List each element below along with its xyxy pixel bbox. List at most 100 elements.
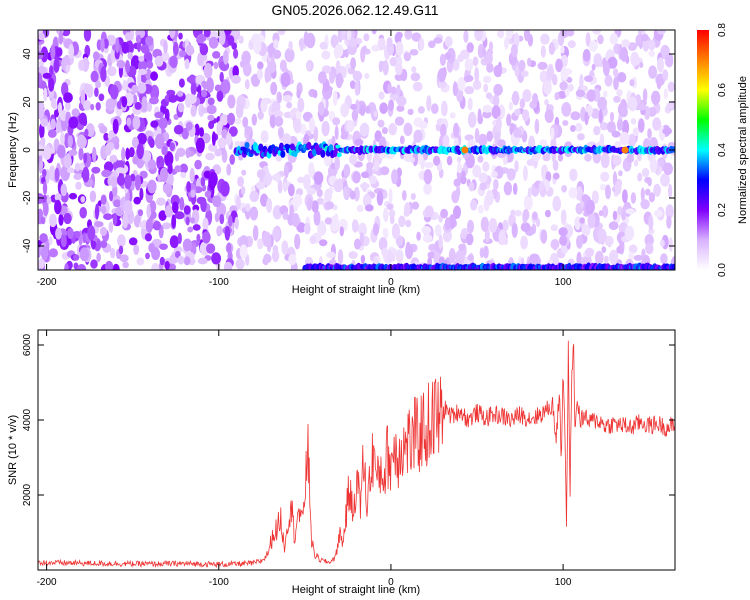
- noise-blob: [185, 216, 190, 226]
- noise-blob: [214, 84, 222, 92]
- noise-blob: [527, 57, 532, 67]
- noise-blob: [483, 50, 493, 66]
- noise-blob: [625, 208, 636, 215]
- noise-blob: [512, 182, 518, 195]
- noise-blob: [424, 161, 434, 169]
- noise-blob: [613, 95, 621, 103]
- noise-blob: [388, 209, 396, 218]
- noise-blob: [109, 154, 118, 163]
- noise-blob: [260, 99, 268, 113]
- noise-blob: [152, 220, 162, 231]
- noise-blob: [593, 53, 603, 68]
- noise-blob: [294, 233, 301, 250]
- noise-blob: [382, 227, 389, 238]
- noise-blob: [277, 126, 284, 139]
- noise-blob: [103, 213, 113, 220]
- noise-blob: [89, 190, 97, 203]
- noise-blob: [576, 251, 582, 266]
- noise-blob: [227, 112, 236, 126]
- noise-blob: [87, 225, 96, 241]
- noise-blob: [331, 135, 336, 148]
- noise-blob: [79, 207, 87, 219]
- noise-blob: [282, 133, 292, 146]
- noise-blob: [554, 92, 560, 101]
- noise-blob: [648, 228, 655, 235]
- noise-blob: [156, 197, 166, 206]
- noise-blob: [582, 224, 591, 237]
- colorbar-tick-label: 0.6: [717, 83, 728, 97]
- noise-blob: [630, 118, 637, 125]
- noise-blob: [235, 102, 244, 119]
- noise-blob: [241, 50, 251, 65]
- noise-blob: [667, 81, 675, 93]
- noise-blob: [642, 88, 648, 103]
- noise-blob: [244, 125, 252, 136]
- noise-blob: [297, 176, 305, 184]
- noise-blob: [378, 91, 385, 100]
- noise-blob: [442, 134, 450, 147]
- noise-blob: [460, 175, 467, 185]
- noise-blob: [472, 80, 482, 90]
- noise-blob: [190, 104, 197, 117]
- noise-blob: [242, 61, 252, 77]
- noise-blob: [371, 30, 377, 35]
- noise-blob: [438, 68, 446, 83]
- noise-blob: [233, 48, 239, 59]
- noise-blob: [199, 43, 209, 56]
- noise-blob: [182, 238, 192, 252]
- noise-blob: [136, 257, 145, 266]
- noise-blob: [169, 30, 176, 39]
- noise-blob: [562, 120, 569, 126]
- noise-blob: [38, 32, 45, 41]
- spectral-line-segment: [244, 142, 250, 149]
- noise-blob: [319, 41, 328, 50]
- noise-blob: [483, 245, 489, 259]
- noise-blob: [492, 94, 500, 108]
- noise-blob: [482, 75, 492, 84]
- noise-blob: [144, 233, 152, 242]
- noise-blob: [464, 86, 475, 95]
- noise-blob: [570, 111, 581, 121]
- noise-blob: [409, 49, 419, 56]
- noise-blob: [190, 81, 197, 96]
- noise-blob: [242, 116, 249, 128]
- noise-blob: [226, 242, 232, 254]
- noise-blob: [613, 76, 619, 91]
- noise-blob: [239, 244, 248, 259]
- noise-blob: [50, 118, 56, 130]
- noise-blob: [48, 77, 55, 92]
- noise-blob: [480, 216, 489, 232]
- noise-blob: [100, 240, 108, 249]
- noise-blob: [105, 260, 114, 270]
- noise-blob: [262, 231, 272, 247]
- noise-blob: [559, 81, 568, 91]
- noise-blob: [356, 204, 364, 212]
- noise-blob: [280, 72, 291, 88]
- noise-blob: [652, 117, 662, 131]
- noise-blob: [286, 101, 293, 109]
- noise-blob: [599, 122, 609, 131]
- noise-blob: [311, 200, 319, 213]
- snr-y-tick-label: 2000: [22, 483, 33, 506]
- noise-blob: [522, 89, 532, 103]
- noise-blob: [628, 133, 636, 148]
- noise-blob: [38, 65, 47, 76]
- noise-blob: [586, 89, 596, 102]
- noise-blob: [591, 190, 600, 205]
- noise-blob: [185, 44, 194, 56]
- noise-blob: [212, 195, 222, 208]
- noise-blob: [603, 90, 608, 98]
- noise-blob: [90, 103, 95, 111]
- noise-blob: [498, 30, 504, 39]
- noise-blob: [189, 167, 195, 183]
- noise-blob: [249, 206, 259, 221]
- noise-blob: [656, 30, 666, 35]
- noise-blob: [138, 55, 145, 62]
- noise-blob: [235, 258, 245, 270]
- noise-blob: [477, 204, 484, 214]
- noise-blob: [73, 262, 79, 270]
- noise-blob: [361, 171, 369, 179]
- noise-blob: [128, 237, 138, 246]
- noise-blob: [100, 38, 105, 53]
- noise-blob: [231, 75, 241, 84]
